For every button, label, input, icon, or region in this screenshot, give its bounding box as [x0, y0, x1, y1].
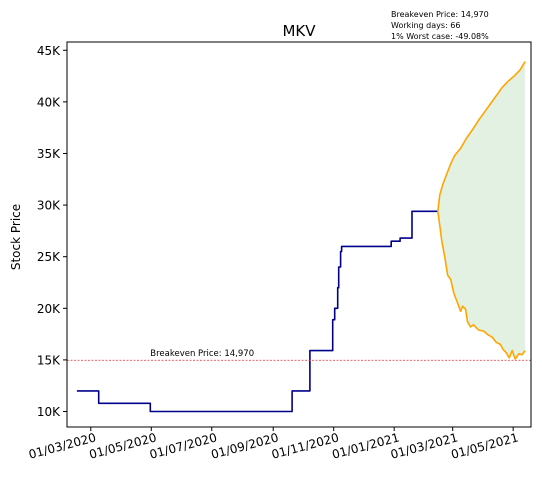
- y-tick-label: 25K: [37, 250, 61, 264]
- info-line: Working days: 66: [391, 21, 460, 30]
- breakeven-label: Breakeven Price: 14,970: [150, 349, 254, 359]
- series-layer: [76, 61, 526, 413]
- projection-lower-line: [437, 211, 526, 360]
- y-tick-label: 35K: [37, 147, 61, 161]
- y-tick-label: 45K: [37, 44, 61, 58]
- chart-title: MKV: [282, 22, 316, 40]
- historical-price-line: [76, 210, 438, 413]
- breakeven-layer: Breakeven Price: 14,970: [67, 349, 531, 361]
- projection-upper-line: [437, 61, 526, 212]
- plot-frame: [66, 41, 532, 428]
- info-box: Breakeven Price: 14,970 Working days: 66 1…: [391, 10, 489, 41]
- y-tick-label: 30K: [37, 199, 61, 213]
- y-axis-label: Stock Price: [9, 204, 23, 270]
- y-tick-label: 10K: [37, 405, 61, 419]
- projection-band: [437, 61, 526, 359]
- info-line: Breakeven Price: 14,970: [391, 10, 489, 19]
- info-line: 1% Worst case: -49.08%: [391, 32, 489, 41]
- y-tick-label: 20K: [37, 302, 61, 316]
- y-axis: 10K 15K 20K 25K 30K 35K 40K 45K: [37, 44, 67, 419]
- y-tick-label: 15K: [37, 353, 61, 367]
- y-tick-label: 40K: [37, 95, 61, 109]
- confidence-band-layer: [437, 61, 526, 359]
